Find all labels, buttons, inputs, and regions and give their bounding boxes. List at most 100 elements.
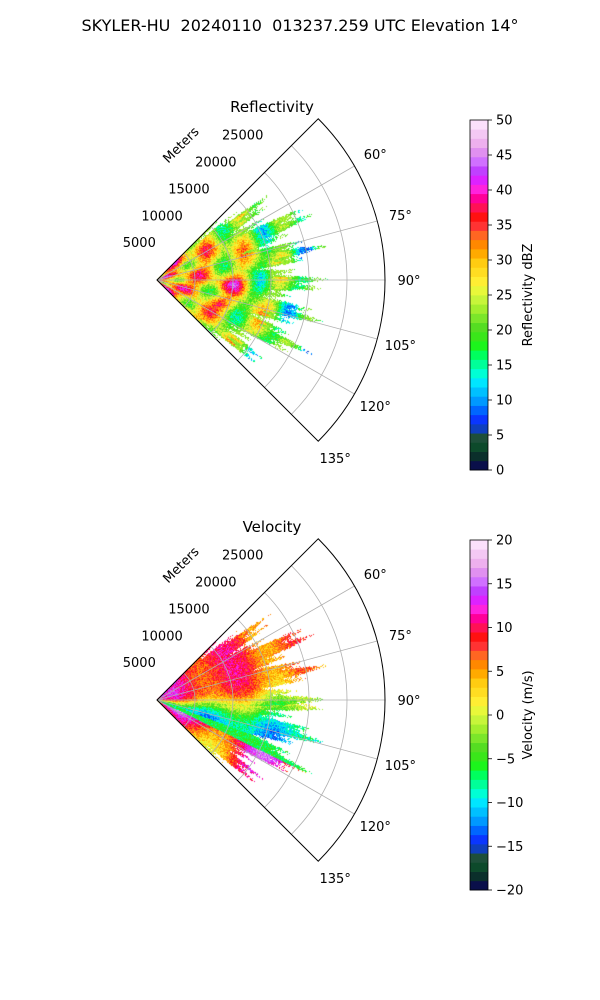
colorbar-segment bbox=[470, 396, 488, 406]
colorbar-segment bbox=[470, 202, 488, 213]
azimuth-spoke bbox=[156, 279, 378, 340]
colorbar-tick-label: −5 bbox=[496, 752, 515, 767]
azimuth-tick-label: 105° bbox=[385, 339, 416, 354]
colorbar-segment bbox=[470, 770, 488, 780]
colorbar-label: Reflectivity dBZ bbox=[521, 244, 536, 347]
colorbar-tick-label: 25 bbox=[496, 289, 513, 304]
range-tick-label: 10000 bbox=[141, 209, 182, 224]
colorbar-segment bbox=[470, 576, 488, 587]
colorbar-segment bbox=[470, 687, 488, 697]
colorbar-tick-label: 5 bbox=[496, 665, 504, 680]
colorbar-label: Velocity (m/s) bbox=[521, 670, 536, 759]
colorbar-segment bbox=[470, 549, 488, 559]
colorbar-segment bbox=[470, 156, 488, 167]
colorbar: −20 −15 −10 −5 0 5 10 15 20 Velocity (m/s) bbox=[469, 534, 536, 899]
colorbar-tick-label: 15 bbox=[496, 359, 513, 374]
range-tick-label: 5000 bbox=[123, 656, 156, 671]
colorbar-segment bbox=[470, 304, 488, 314]
azimuth-tick-label: 135° bbox=[320, 872, 351, 887]
colorbar-segment bbox=[470, 359, 488, 370]
colorbar-tick-label: 0 bbox=[496, 464, 504, 479]
colorbar-segment bbox=[470, 788, 488, 799]
colorbar-tick-label: −15 bbox=[496, 840, 523, 855]
colorbar-segment bbox=[470, 843, 488, 854]
colorbar-segment bbox=[470, 350, 488, 360]
azimuth-tick-label: 90° bbox=[397, 694, 420, 709]
colorbar-segment bbox=[470, 567, 488, 578]
azimuth-tick-label: 90° bbox=[397, 274, 420, 289]
colorbar-segment bbox=[470, 221, 488, 231]
colorbar-tick-label: 15 bbox=[496, 577, 513, 592]
colorbar-segment bbox=[470, 138, 488, 149]
colorbar-segment bbox=[470, 724, 488, 734]
colorbar-segment bbox=[470, 377, 488, 388]
colorbar-segment bbox=[470, 622, 488, 633]
range-tick-label: 25000 bbox=[222, 129, 263, 144]
colorbar-segment bbox=[470, 322, 488, 333]
colorbar-segment bbox=[470, 295, 488, 305]
colorbar-segment bbox=[470, 175, 488, 185]
colorbar-segment bbox=[470, 871, 488, 882]
colorbar-segment bbox=[470, 816, 488, 826]
colorbar-segment bbox=[470, 632, 488, 642]
colorbar-segment bbox=[470, 239, 488, 250]
panel-title: Reflectivity bbox=[230, 98, 314, 116]
range-tick-label: 15000 bbox=[168, 602, 209, 617]
range-tick-label: 5000 bbox=[123, 236, 156, 251]
polar-grid bbox=[156, 565, 385, 862]
colorbar-tick-label: 20 bbox=[496, 534, 513, 549]
colorbar-segment bbox=[470, 733, 488, 744]
colorbar-segment bbox=[470, 715, 488, 725]
colorbar-segment bbox=[470, 212, 488, 222]
colorbar-segment bbox=[470, 705, 488, 716]
colorbar-segment bbox=[470, 147, 488, 158]
colorbar-segment bbox=[470, 248, 488, 259]
colorbar-tick-label: 30 bbox=[496, 254, 513, 269]
colorbar-segment bbox=[470, 341, 488, 351]
colorbar-segment bbox=[470, 285, 488, 296]
colorbar-tick-label: 45 bbox=[496, 149, 513, 164]
colorbar-segment bbox=[470, 659, 488, 670]
colorbar-segment bbox=[470, 779, 488, 790]
azimuth-tick-label: 120° bbox=[360, 400, 391, 415]
colorbar-segment bbox=[470, 853, 488, 863]
colorbar-segment bbox=[470, 595, 488, 605]
colorbar-segment bbox=[470, 331, 488, 342]
azimuth-tick-label: 105° bbox=[385, 759, 416, 774]
colorbar-segment bbox=[470, 313, 488, 324]
sector-outline bbox=[156, 118, 386, 442]
azimuth-spoke bbox=[156, 220, 378, 281]
range-tick-label: 20000 bbox=[195, 156, 236, 171]
colorbar-segment bbox=[470, 604, 488, 615]
colorbar-segment bbox=[470, 184, 488, 195]
colorbar-segment bbox=[470, 751, 488, 762]
sector-outline bbox=[156, 538, 386, 862]
azimuth-spoke bbox=[156, 640, 378, 701]
range-tick-label: 15000 bbox=[168, 182, 209, 197]
colorbar-segment bbox=[470, 742, 488, 753]
colorbar-tick-label: 0 bbox=[496, 709, 504, 724]
azimuth-tick-label: 60° bbox=[364, 568, 387, 583]
colorbar-segment bbox=[470, 258, 488, 268]
colorbar-segment bbox=[470, 405, 488, 416]
colorbar-segment bbox=[470, 586, 488, 596]
panel-title: Velocity bbox=[243, 518, 302, 536]
colorbar-segment bbox=[470, 267, 488, 277]
azimuth-spoke bbox=[156, 165, 355, 281]
colorbar-segment bbox=[470, 433, 488, 443]
colorbar-segment bbox=[470, 230, 488, 241]
azimuth-tick-label: 75° bbox=[389, 209, 412, 224]
colorbar-segment bbox=[470, 129, 488, 139]
colorbar-segment bbox=[470, 880, 488, 891]
azimuth-tick-label: 60° bbox=[364, 148, 387, 163]
figure-title: SKYLER-HU 20240110 013237.259 UTC Elevat… bbox=[81, 16, 519, 35]
colorbar-segment bbox=[470, 166, 488, 176]
colorbar-tick-label: 20 bbox=[496, 324, 513, 339]
colorbar-segment bbox=[470, 650, 488, 661]
colorbar-segment bbox=[470, 368, 488, 379]
range-tick-label: 10000 bbox=[141, 629, 182, 644]
colorbar-segment bbox=[470, 451, 488, 462]
colorbar-segment bbox=[470, 423, 488, 434]
colorbar-segment bbox=[470, 193, 488, 204]
